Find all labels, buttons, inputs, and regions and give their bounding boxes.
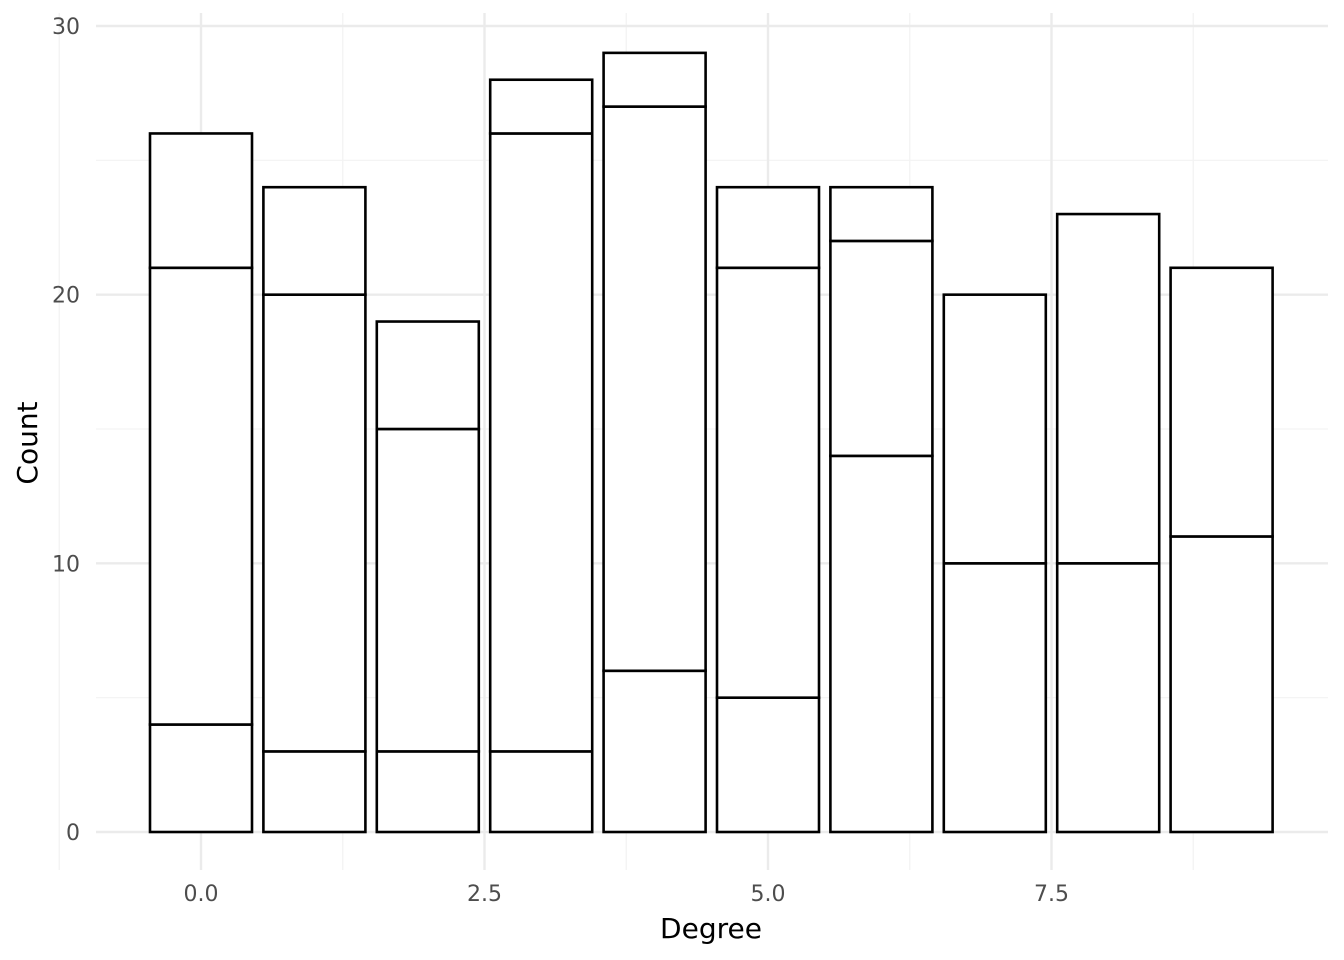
bar-segment	[488, 132, 594, 753]
bar-segment	[942, 293, 1048, 565]
bar-segment	[1055, 212, 1161, 565]
x-axis-title: Degree	[660, 912, 762, 945]
y-tick-label: 30	[52, 15, 80, 40]
bar-segment	[148, 266, 254, 726]
bars	[148, 51, 1274, 834]
bar-segment	[148, 723, 254, 834]
bar-segment	[829, 454, 934, 834]
bar-segment	[488, 750, 594, 834]
bar-stack	[148, 132, 254, 834]
bar-segment	[602, 669, 707, 834]
bar-segment	[1169, 266, 1274, 538]
bar-segment	[375, 427, 481, 753]
bar-stack	[829, 185, 934, 834]
bar-segment	[715, 185, 821, 270]
bar-segment	[602, 51, 707, 108]
bar-segment	[715, 696, 821, 834]
y-tick-label: 20	[52, 284, 80, 309]
bar-stack	[602, 51, 707, 834]
y-tick-label: 0	[66, 821, 80, 846]
x-tick-label: 2.5	[467, 882, 502, 907]
y-axis-title: Count	[11, 401, 44, 484]
x-tick-label: 0.0	[184, 882, 219, 907]
bar-stack	[375, 320, 481, 834]
bar-segment	[602, 105, 707, 673]
bar-segment	[829, 185, 934, 243]
bar-segment	[262, 293, 367, 753]
bar-segment	[1055, 562, 1161, 834]
y-tick-label: 10	[52, 552, 80, 577]
bar-segment	[262, 185, 367, 296]
bar-segment	[375, 750, 481, 834]
bar-stack	[262, 185, 367, 834]
bar-stack	[488, 78, 594, 834]
bar-segment	[148, 132, 254, 270]
bar-segment	[829, 239, 934, 458]
bar-stack	[715, 185, 821, 834]
bar-segment	[488, 78, 594, 135]
bar-segment	[942, 562, 1048, 834]
bar-stack	[1169, 266, 1274, 834]
bar-segment	[375, 320, 481, 431]
bar-stack	[942, 293, 1048, 834]
x-tick-label: 7.5	[1034, 882, 1069, 907]
bar-segment	[262, 750, 367, 834]
bar-segment	[1169, 535, 1274, 834]
bar-segment	[715, 266, 821, 699]
bar-stack	[1055, 212, 1161, 834]
x-tick-label: 5.0	[751, 882, 786, 907]
tick-labels: 0 10 20 30 0.0 2.5 5.0 7.5	[52, 15, 1069, 907]
